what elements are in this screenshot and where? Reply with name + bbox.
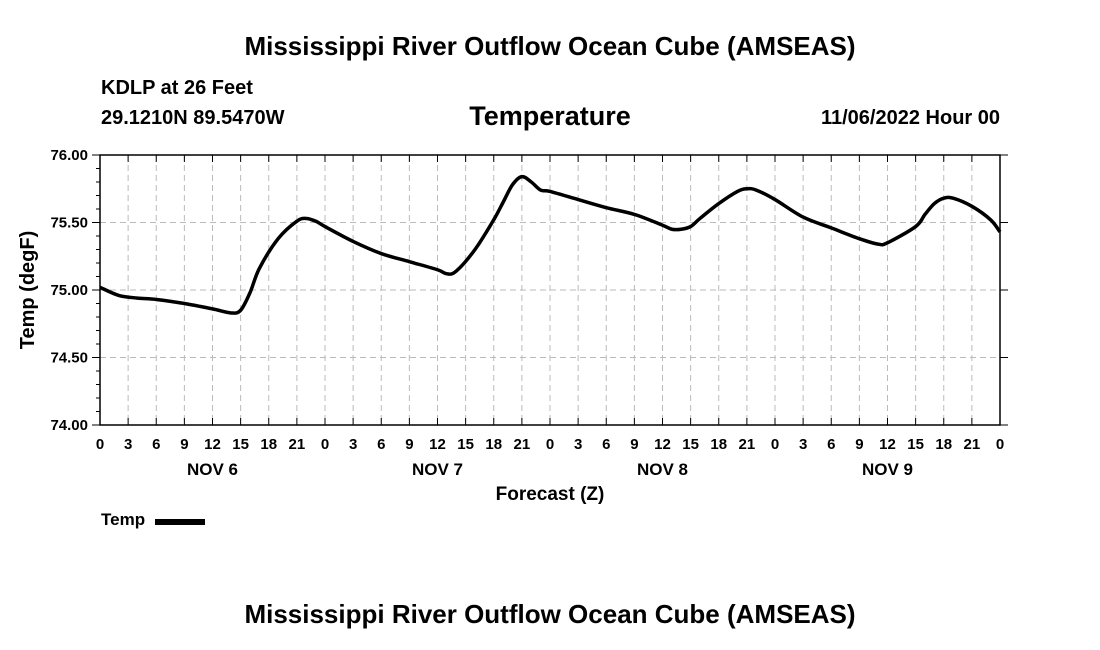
x-tick-label: 12 xyxy=(879,436,896,453)
x-tick-label: 15 xyxy=(232,436,249,453)
chart-subtitle: Temperature xyxy=(469,101,631,131)
y-tick-label: 74.50 xyxy=(50,350,88,367)
x-tick-label: 18 xyxy=(260,436,277,453)
day-label: NOV 9 xyxy=(862,460,913,479)
y-tick-label: 74.00 xyxy=(50,417,88,434)
y-axis-label: Temp (degF) xyxy=(17,231,39,350)
forecast-datetime: 11/06/2022 Hour 00 xyxy=(820,107,1000,129)
x-tick-label: 18 xyxy=(710,436,727,453)
x-tick-label: 18 xyxy=(485,436,502,453)
plot-frame xyxy=(99,154,1001,426)
chart-title: Mississippi River Outflow Ocean Cube (AM… xyxy=(244,31,856,61)
legend: Temp xyxy=(101,510,206,530)
x-tick-label: 21 xyxy=(514,436,531,453)
legend-line-swatch xyxy=(155,518,206,525)
x-tick-label: 0 xyxy=(321,436,329,453)
x-tick-label: 0 xyxy=(96,436,104,453)
x-tick-label: 18 xyxy=(935,436,952,453)
x-tick-label: 21 xyxy=(289,436,306,453)
x-tick-label: 6 xyxy=(827,436,835,453)
x-tick-label: 0 xyxy=(771,436,779,453)
x-tick-label: 0 xyxy=(996,436,1004,453)
temp-series-line xyxy=(99,174,1002,315)
x-tick-label: 21 xyxy=(964,436,981,453)
x-tick-label: 9 xyxy=(180,436,188,453)
x-tick-label: 9 xyxy=(405,436,413,453)
x-tick-label: 3 xyxy=(574,436,582,453)
x-tick-label: 6 xyxy=(602,436,610,453)
day-label: NOV 6 xyxy=(187,460,238,479)
x-tick-label: 12 xyxy=(429,436,446,453)
x-tick-label: 12 xyxy=(204,436,221,453)
x-tick-label: 6 xyxy=(152,436,160,453)
y-tick-label: 75.00 xyxy=(50,282,88,299)
x-tick-label: 9 xyxy=(630,436,638,453)
x-tick-label: 3 xyxy=(799,436,807,453)
x-tick-label: 3 xyxy=(349,436,357,453)
chart-title-repeat: Mississippi River Outflow Ocean Cube (AM… xyxy=(244,599,856,629)
x-tick-label: 21 xyxy=(739,436,756,453)
x-tick-label: 9 xyxy=(855,436,863,453)
x-tick-label: 15 xyxy=(457,436,474,453)
y-tick-label: 75.50 xyxy=(50,215,88,232)
legend-label: Temp xyxy=(101,510,146,529)
x-axis-label: Forecast (Z) xyxy=(496,484,605,505)
station-coordinates: 29.1210N 89.5470W xyxy=(101,107,285,129)
x-tick-label: 0 xyxy=(546,436,554,453)
y-tick-label: 76.00 xyxy=(50,147,88,164)
station-label: KDLP at 26 Feet xyxy=(101,77,253,99)
x-tick-label: 15 xyxy=(907,436,924,453)
x-tick-label: 12 xyxy=(654,436,671,453)
x-tick-label: 15 xyxy=(682,436,699,453)
day-label: NOV 7 xyxy=(412,460,463,479)
x-tick-label: 6 xyxy=(377,436,385,453)
day-label: NOV 8 xyxy=(637,460,688,479)
x-tick-label: 3 xyxy=(124,436,132,453)
